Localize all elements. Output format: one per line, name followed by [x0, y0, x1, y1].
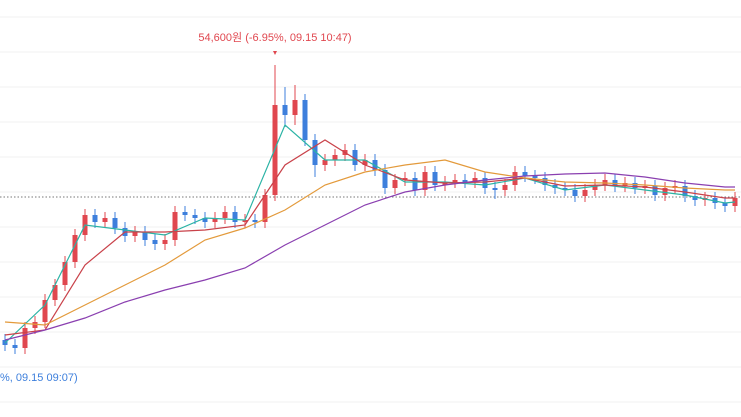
candle-body [312, 140, 318, 165]
candle-body [22, 328, 28, 348]
candle-body [632, 183, 638, 188]
high-label: 54,600원 (-6.95%, 09.15 10:47) [198, 31, 351, 44]
candle-body [282, 105, 288, 115]
candle-body [582, 190, 588, 196]
candle-body [502, 185, 508, 190]
candle-body [482, 178, 488, 188]
candle-body [252, 220, 258, 222]
candle-body [152, 240, 158, 244]
candle-body [322, 160, 328, 165]
candle-body [42, 300, 48, 322]
candle-body [452, 180, 458, 182]
candle-body [262, 195, 268, 222]
candle-body [332, 155, 338, 160]
candle-body [522, 172, 528, 176]
candle-body [402, 178, 408, 180]
candle-body [682, 186, 688, 196]
candle-body [112, 218, 118, 228]
candle-body [412, 178, 418, 190]
candle-body [32, 322, 38, 328]
candle-body [142, 232, 148, 240]
candle-body [302, 100, 308, 140]
candle-body [562, 188, 568, 190]
candle-body [232, 212, 238, 222]
candle-body [722, 203, 728, 206]
candle-body [162, 240, 168, 244]
candle-body [292, 100, 298, 115]
low-label: %, 09.15 09:07) [0, 372, 78, 384]
moving-average-line [4, 159, 735, 326]
candle-body [382, 170, 388, 188]
high-marker [273, 51, 277, 55]
candle-body [12, 345, 18, 348]
candle-body [62, 262, 68, 285]
candle-body [692, 196, 698, 200]
candle-body [52, 285, 58, 300]
candle-body [392, 180, 398, 188]
candle-body [532, 176, 538, 178]
candle-body [222, 212, 228, 218]
candle-body [492, 188, 498, 190]
candle-body [472, 178, 478, 182]
candle-body [202, 218, 208, 222]
moving-average-line [4, 124, 736, 344]
candle-body [92, 215, 98, 222]
candle-body [352, 150, 358, 165]
candle-body [572, 190, 578, 196]
candle-body [172, 212, 178, 240]
candle-body [102, 218, 108, 222]
candle-body [652, 186, 658, 195]
candle-body [662, 188, 668, 195]
candle-body [212, 218, 218, 222]
candle-body [72, 235, 78, 262]
candle-body [132, 232, 138, 236]
moving-average-line [4, 139, 735, 336]
moving-average-line [4, 172, 735, 341]
candle-body [182, 212, 188, 215]
candle-body [242, 220, 248, 222]
candle-body [462, 180, 468, 182]
candle-body [362, 160, 368, 165]
candle-body [592, 185, 598, 190]
candle-body [192, 215, 198, 218]
candle-body [432, 172, 438, 185]
